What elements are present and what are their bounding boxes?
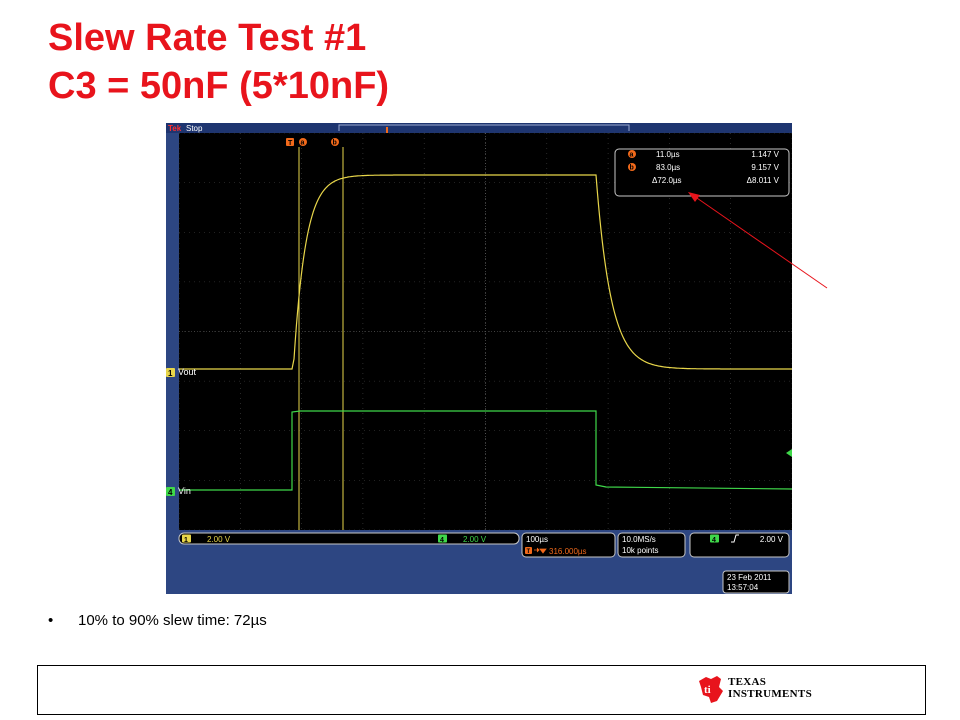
datetime-readout — [722, 570, 790, 594]
footer-bar — [37, 665, 926, 715]
scope-date: 23 Feb 2011 — [727, 573, 772, 582]
timebase-scale: 100µs — [526, 535, 548, 544]
ti-wordmark-line1: Texas — [728, 676, 767, 688]
ch1-ground-marker-icon[interactable] — [166, 368, 175, 377]
ch4-ground-marker-icon[interactable] — [166, 487, 175, 496]
readout-b-time: 83.0µs — [656, 163, 680, 172]
cursor-readout-box — [614, 148, 790, 197]
trigger-position-icon-label: T — [527, 549, 531, 555]
ch1-waveform-label: Vout — [178, 367, 197, 377]
title-line-2: C3 = 50nF (5*10nF) — [48, 65, 390, 107]
scope-top-bar — [166, 123, 792, 133]
readout-a-label: a — [630, 152, 634, 159]
ch4-scale-icon — [438, 534, 447, 543]
readout-a-icon — [628, 150, 636, 158]
trigger-position-icon — [525, 547, 532, 554]
vertical-scale-readout[interactable] — [178, 532, 520, 545]
ch1-scale-value: 2.00 V — [207, 535, 231, 544]
readout-a-volt: 1.147 V — [751, 150, 779, 159]
ti-monogram-icon: ti — [704, 684, 711, 696]
vout-waveform — [179, 174, 792, 370]
ti-wordmark: Texas Instruments — [728, 676, 812, 700]
texas-state-icon — [699, 676, 723, 703]
record-overview-bracket — [338, 124, 630, 131]
trigger-marker-label: T — [288, 140, 293, 147]
trigger-marker-icon — [286, 138, 294, 146]
ch1-ground-marker-number: 1 — [168, 369, 173, 378]
ch4-waveform-label: Vin — [178, 486, 191, 496]
trigger-source-icon — [710, 534, 719, 543]
annotation-arrow — [688, 192, 828, 289]
trigger-position-value: 316.000µs — [549, 547, 587, 556]
scope-display: Tek Stop T a b 1 Vout 4 Vin a — [166, 123, 792, 594]
ch1-scale-icon — [182, 534, 191, 543]
cursor-b-marker-icon[interactable] — [331, 138, 339, 146]
vin-waveform — [179, 410, 792, 491]
readout-delta-volt: Δ8.011 V — [747, 176, 780, 185]
cursor-b-marker-label: b — [333, 140, 337, 147]
brand-label: Tek — [168, 124, 182, 133]
trigger-delay-arrow-icon — [534, 547, 547, 554]
ch4-ground-marker-number: 4 — [168, 488, 173, 497]
bullet-point: • 10% to 90% slew time: 72µs — [48, 612, 267, 629]
readout-b-icon — [628, 163, 636, 171]
ti-logo-icon: ti — [699, 676, 723, 703]
trigger-level-marker-icon — [786, 449, 792, 457]
rising-edge-icon — [731, 534, 739, 543]
annotation-arrow-line — [693, 195, 828, 289]
scope-time: 13:57:04 — [727, 583, 759, 592]
ti-wordmark-line2: Instruments — [728, 688, 812, 700]
title-line-1: Slew Rate Test #1 — [48, 17, 367, 59]
acquisition-readout[interactable] — [617, 532, 686, 558]
ch1-scale-number: 1 — [184, 537, 188, 544]
annotation-arrowhead-icon — [688, 192, 700, 202]
trigger-source-number: 4 — [712, 537, 716, 544]
cursor-a-marker-label: a — [301, 140, 305, 147]
trigger-level: 2.00 V — [760, 535, 784, 544]
slide-title: Slew Rate Test #1 C3 = 50nF (5*10nF) — [48, 14, 389, 110]
timebase-readout[interactable] — [521, 532, 616, 558]
readout-a-time: 11.0µs — [656, 150, 680, 159]
ch4-scale-number: 4 — [440, 537, 444, 544]
bullet-text: 10% to 90% slew time: 72µs — [78, 612, 267, 629]
bullet-dot-icon: • — [48, 612, 54, 629]
readout-delta-time: Δ72.0µs — [652, 176, 682, 185]
run-state-label: Stop — [186, 124, 203, 133]
oscilloscope-screenshot: Tek Stop T a b 1 Vout 4 Vin a — [166, 123, 792, 594]
readout-b-volt: 9.157 V — [751, 163, 779, 172]
sample-rate: 10.0MS/s — [622, 535, 656, 544]
record-length: 10k points — [622, 546, 658, 555]
readout-b-label: b — [630, 165, 634, 172]
ch4-scale-value: 2.00 V — [463, 535, 487, 544]
record-window-marker — [386, 127, 388, 133]
cursor-a-marker-icon[interactable] — [299, 138, 307, 146]
